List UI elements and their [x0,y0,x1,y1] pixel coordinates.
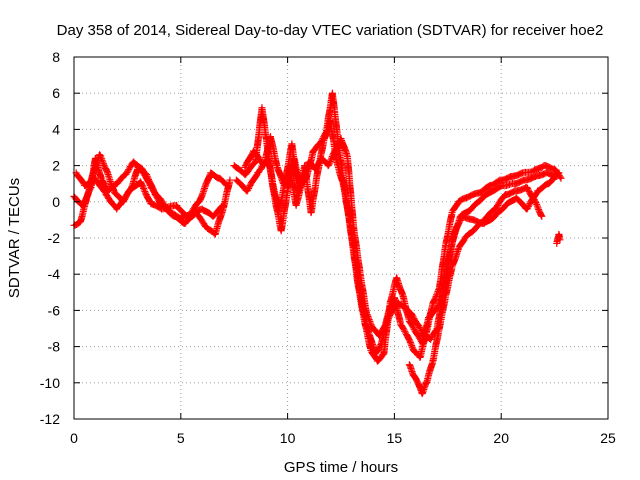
axis-ticks: 0 5 10 15 20 25 -12 -10 -8 -6 -4 -2 0 2 4 6 8 [40,49,616,446]
y-tick-label: -12 [40,411,60,427]
y-tick-label: -6 [48,302,61,318]
series-markers [241,133,563,343]
y-tick-label: -8 [48,339,61,355]
x-tick-label: 10 [280,430,296,446]
x-tick-label: 15 [387,430,403,446]
y-tick-label: 0 [52,194,60,210]
y-tick-label: 6 [52,85,60,101]
series-track-e [232,89,561,365]
x-axis-title: GPS time / hours [284,459,398,476]
y-tick-label: 2 [52,158,60,174]
x-tick-label: 0 [70,430,78,446]
y-tick-label: 4 [52,121,60,137]
y-axis-title: SDTVAR / TECUs [6,178,23,298]
y-tick-label: -2 [48,230,61,246]
series-markers [72,169,232,222]
gridlines [74,57,608,419]
y-tick-label: -10 [40,375,60,391]
series-track-h [553,230,564,247]
series-track-f [241,133,563,343]
y-tick-label: 8 [52,49,60,65]
x-tick-label: 20 [493,430,509,446]
data-series [70,89,565,398]
x-tick-label: 5 [177,430,185,446]
series-markers [405,183,546,398]
series-track-c [72,169,232,222]
y-tick-label: -4 [48,266,61,282]
series-track-b [70,151,234,238]
series-markers [553,230,564,247]
x-tick-label: 25 [600,430,616,446]
series-markers [232,89,561,365]
series-track-g [405,183,546,398]
chart-title: Day 358 of 2014, Sidereal Day-to-day VTE… [57,22,604,39]
series-markers [70,151,234,238]
